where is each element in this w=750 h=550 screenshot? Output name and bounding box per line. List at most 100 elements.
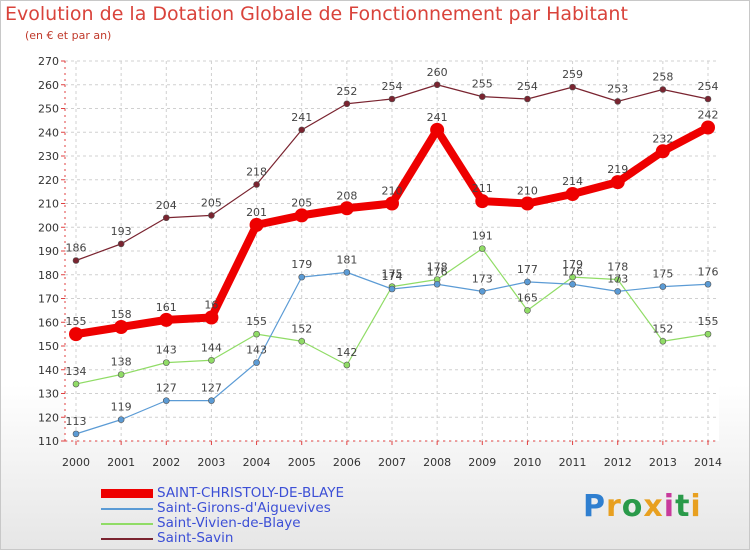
data-label-saint-christoly-de-blaye: 161	[156, 301, 177, 314]
data-point-saint-christoly-de-blaye	[430, 122, 445, 137]
data-point-saint-girons-d-aiguevives	[343, 269, 351, 276]
legend-label-saint-savin: Saint-Savin	[157, 530, 234, 546]
data-point-saint-savin	[72, 257, 80, 264]
legend-label-saint-girons: Saint-Girons-d'Aiguevives	[157, 500, 331, 516]
data-label-saint-christoly-de-blaye: 16	[204, 299, 218, 312]
data-point-saint-girons-d-aiguevives	[117, 416, 125, 423]
data-labels: 186 193 204 205 218 241 252 254 260 255 254 259 253 2…	[66, 66, 719, 428]
x-tick-label: 2003	[197, 456, 225, 469]
logo-letter: i	[663, 489, 676, 524]
y-tick-label: 180	[38, 269, 59, 282]
data-point-saint-vivien-de-blaye	[704, 330, 712, 338]
data-point-saint-girons-d-aiguevives	[208, 397, 215, 404]
data-label-saint-vivien-de-blaye: 142	[336, 346, 357, 359]
data-label-saint-girons-d-aiguevives: 179	[291, 258, 312, 271]
data-point-saint-vivien-de-blaye	[208, 356, 215, 364]
data-point-saint-savin	[162, 214, 170, 222]
y-tick-label: 250	[38, 103, 59, 116]
data-label-saint-christoly-de-blaye: 155	[66, 315, 87, 328]
data-label-saint-savin: 258	[652, 71, 673, 84]
x-tick-label: 2004	[243, 456, 271, 469]
data-point-saint-girons-d-aiguevives	[298, 273, 306, 281]
data-label-saint-christoly-de-blaye: 241	[427, 111, 448, 124]
y-tick-label: 190	[38, 245, 59, 258]
data-label-saint-christoly-de-blaye: 219	[607, 163, 628, 176]
data-label-saint-girons-d-aiguevives: 176	[427, 265, 448, 278]
data-label-saint-savin: 205	[201, 196, 222, 209]
x-tick-label: 2011	[559, 456, 587, 469]
data-label-saint-vivien-de-blaye: 175	[382, 268, 403, 281]
data-point-saint-savin	[253, 181, 260, 188]
data-label-saint-christoly-de-blaye: 214	[562, 175, 583, 188]
data-point-saint-christoly-de-blaye	[385, 196, 399, 211]
chart-title: Evolution de la Dotation Globale de Fonc…	[5, 3, 628, 25]
data-label-saint-vivien-de-blaye: 155	[246, 315, 267, 328]
y-tick-label: 110	[38, 435, 59, 448]
data-label-saint-vivien-de-blaye: 134	[66, 365, 87, 378]
data-label-saint-christoly-de-blaye: 210	[382, 185, 403, 198]
data-label-saint-savin: 253	[607, 82, 628, 95]
data-point-saint-girons-d-aiguevives	[388, 285, 396, 293]
data-point-saint-girons-d-aiguevives	[704, 280, 712, 288]
data-label-saint-savin: 204	[156, 199, 177, 212]
data-label-saint-girons-d-aiguevives: 176	[562, 265, 583, 278]
y-tick-label: 130	[38, 388, 59, 401]
legend-label-saint-christoly: SAINT-CHRISTOLY-DE-BLAYE	[157, 485, 345, 501]
data-label-saint-savin: 254	[698, 80, 719, 93]
y-tick-label: 230	[38, 150, 59, 163]
logo-letter: o	[621, 489, 644, 524]
legend-swatch-saint-vivien	[101, 523, 153, 525]
x-tick-label: 2005	[288, 456, 316, 469]
data-label-saint-girons-d-aiguevives: 173	[607, 272, 628, 285]
x-tick-label: 2009	[468, 456, 496, 469]
data-point-saint-girons-d-aiguevives	[478, 288, 486, 295]
data-point-saint-vivien-de-blaye	[162, 359, 170, 366]
axes: 110 120 130 140 150 160 170 180 190 200 210 220 230 2…	[38, 55, 722, 469]
data-label-saint-vivien-de-blaye: 152	[652, 322, 673, 335]
y-tick-label: 260	[38, 79, 59, 92]
data-point-saint-savin	[298, 126, 306, 134]
data-point-saint-christoly-de-blaye	[114, 320, 129, 334]
legend-swatch-saint-girons	[101, 508, 153, 510]
data-label-saint-savin: 218	[246, 166, 267, 179]
x-tick-label: 2001	[107, 456, 135, 469]
data-point-saint-savin	[524, 95, 531, 103]
data-label-saint-vivien-de-blaye: 179	[562, 258, 583, 271]
data-label-saint-savin: 254	[517, 80, 538, 93]
logo-letter: r	[606, 489, 622, 524]
data-label-saint-vivien-de-blaye: 191	[472, 230, 493, 243]
data-point-saint-christoly-de-blaye	[701, 120, 715, 135]
data-label-saint-girons-d-aiguevives: 127	[156, 382, 177, 395]
legend-swatch-saint-christoly	[101, 489, 153, 498]
y-tick-label: 220	[38, 174, 59, 187]
x-tick-label: 2008	[423, 456, 451, 469]
logo-letter: x	[643, 489, 664, 524]
data-point-saint-girons-d-aiguevives	[659, 283, 667, 290]
data-point-saint-christoly-de-blaye	[475, 194, 490, 209]
data-point-saint-vivien-de-blaye	[72, 380, 80, 388]
data-label-saint-christoly-de-blaye: 158	[111, 308, 132, 321]
x-tick-label: 2012	[604, 456, 632, 469]
y-tick-label: 200	[38, 221, 59, 234]
data-label-saint-girons-d-aiguevives: 174	[382, 270, 403, 283]
data-point-saint-vivien-de-blaye	[569, 273, 576, 281]
data-label-saint-christoly-de-blaye: 242	[698, 109, 719, 122]
data-label-saint-vivien-de-blaye: 143	[156, 344, 177, 357]
data-point-saint-christoly-de-blaye	[565, 187, 580, 201]
data-point-saint-christoly-de-blaye	[339, 201, 354, 216]
x-tick-label: 2000	[62, 456, 90, 469]
y-tick-label: 170	[38, 293, 59, 306]
data-label-saint-christoly-de-blaye: 205	[291, 196, 312, 209]
x-tick-label: 2013	[649, 456, 677, 469]
data-label-saint-girons-d-aiguevives: 113	[66, 415, 87, 428]
y-tick-label: 210	[38, 198, 59, 211]
data-label-saint-christoly-de-blaye: 201	[246, 206, 267, 219]
data-label-saint-christoly-de-blaye: 232	[652, 132, 673, 145]
proxiti-logo: Proxiti	[583, 489, 702, 524]
data-label-saint-vivien-de-blaye: 178	[607, 261, 628, 274]
data-point-saint-girons-d-aiguevives	[253, 359, 260, 366]
logo-letter: i	[690, 489, 702, 524]
data-label-saint-vivien-de-blaye: 155	[698, 315, 719, 328]
data-point-saint-girons-d-aiguevives	[569, 280, 576, 288]
